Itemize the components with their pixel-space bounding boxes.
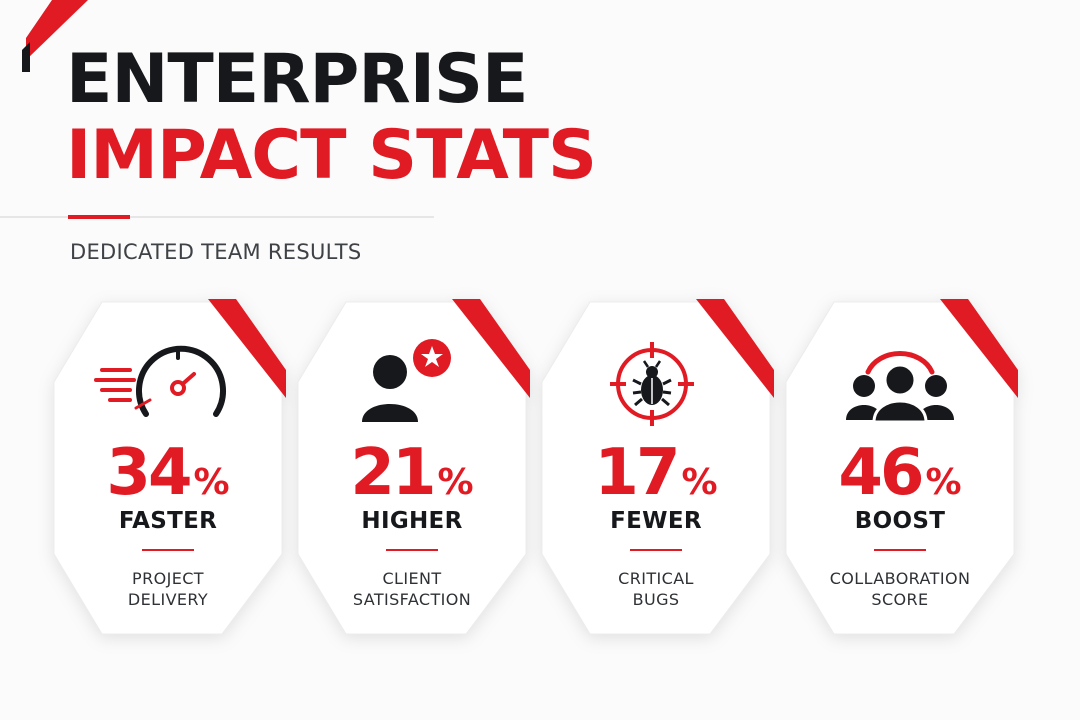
stat-card-boost: 46% BOOST COLLABORATION SCORE <box>782 298 1018 638</box>
page-title: ENTERPRISE IMPACT STATS <box>66 40 597 195</box>
stat-value: 46% <box>838 436 962 510</box>
stat-value: 34% <box>106 436 230 510</box>
stat-description: COLLABORATION SCORE <box>829 569 971 609</box>
stat-divider <box>386 549 438 551</box>
stat-divider <box>630 549 682 551</box>
user-star-icon <box>362 339 451 422</box>
team-icon <box>846 350 954 424</box>
stat-value: 17% <box>594 436 718 510</box>
title-line-2: IMPACT STATS <box>66 116 597 195</box>
corner-accent-graphic <box>22 0 88 72</box>
speedometer-icon <box>94 345 226 417</box>
stat-card-fewer: 17% FEWER CRITICAL BUGS <box>538 298 774 638</box>
stat-label: FASTER <box>118 508 218 534</box>
header-divider-accent <box>68 215 130 219</box>
stat-divider <box>142 549 194 551</box>
stat-label: HIGHER <box>361 508 463 534</box>
header-divider <box>0 216 434 218</box>
page-subtitle: DEDICATED TEAM RESULTS <box>70 240 362 264</box>
title-line-1: ENTERPRISE <box>66 40 528 119</box>
stat-value: 21% <box>350 436 474 510</box>
card-background <box>785 299 1018 635</box>
card-background <box>541 299 774 635</box>
stat-label: BOOST <box>854 508 946 534</box>
stat-card-higher: 21% HIGHER CLIENT SATISFACTION <box>294 298 530 638</box>
stat-description: CRITICAL BUGS <box>618 569 694 609</box>
stat-label: FEWER <box>610 508 702 534</box>
stat-description: PROJECT DELIVERY <box>127 569 209 609</box>
stat-divider <box>874 549 926 551</box>
stat-card-faster: 34% FASTER PROJECT DELIVERY <box>50 298 286 638</box>
card-background <box>297 299 530 635</box>
stat-description: CLIENT SATISFACTION <box>352 569 472 609</box>
bug-target-icon <box>610 342 694 426</box>
